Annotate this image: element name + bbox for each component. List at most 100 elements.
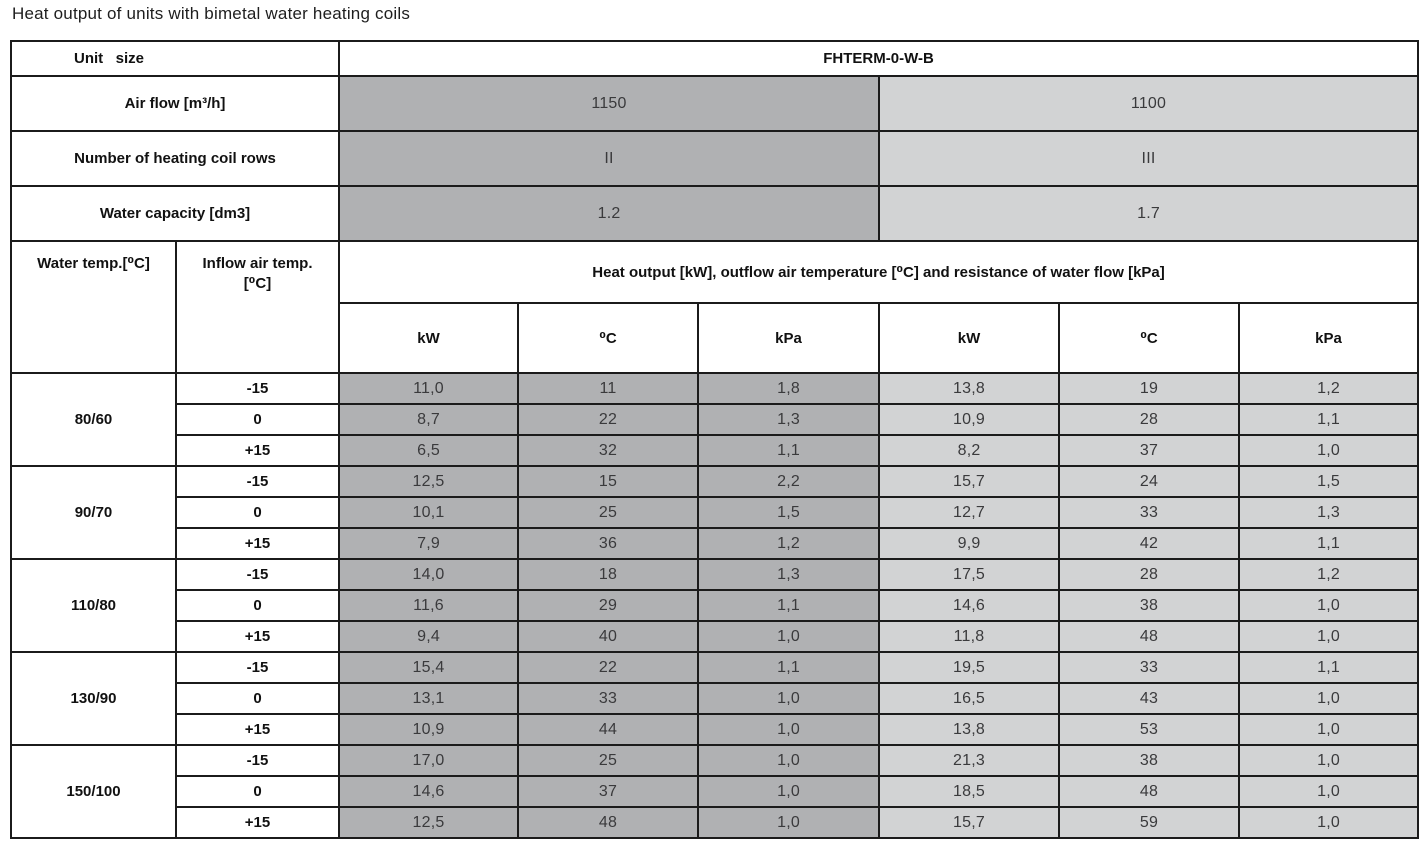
data-cell: 14,0: [338, 558, 520, 591]
air-flow-label: Air flow [m³/h]: [9, 75, 341, 132]
data-cell: 25: [517, 496, 700, 529]
data-cell: 48: [1058, 620, 1241, 653]
data-cell: 13,1: [338, 682, 520, 715]
inflow-temp-cell: 0: [174, 496, 341, 529]
water-temp-group-label: 110/80: [10, 558, 177, 653]
data-cell: 28: [1058, 403, 1241, 436]
unit-header-kpa-2: kPa: [1238, 302, 1420, 374]
inflow-temp-cell: 0: [174, 589, 341, 622]
unit-header-kpa-1: kPa: [697, 302, 881, 374]
data-cell: 16,5: [878, 682, 1061, 715]
page-title: Heat output of units with bimetal water …: [12, 4, 411, 23]
inflow-temp-cell: -15: [174, 465, 341, 498]
data-cell: 10,1: [338, 496, 520, 529]
data-cell: 1,5: [697, 496, 881, 529]
inflow-temp-cell: -15: [174, 558, 341, 591]
water-capacity-value-right: 1.7: [878, 185, 1420, 242]
data-cell: 40: [517, 620, 700, 653]
data-cell: 59: [1058, 806, 1241, 839]
data-cell: 10,9: [338, 713, 520, 746]
unit-size-row: Unit size FHTERM-0-W-B: [9, 40, 1420, 77]
data-cell: 24: [1058, 465, 1241, 498]
data-cell: 22: [517, 403, 700, 436]
unit-header-kw-2: kW: [878, 302, 1061, 374]
data-cell: 44: [517, 713, 700, 746]
water-temp-group-label: 90/70: [10, 465, 177, 560]
data-cell: 33: [517, 682, 700, 715]
data-cell: 21,3: [878, 744, 1061, 777]
data-cell: 28: [1058, 558, 1241, 591]
data-cell: 15,7: [878, 465, 1061, 498]
inflow-temp-cell: +15: [174, 713, 341, 746]
data-cell: 1,8: [697, 372, 881, 405]
data-cell: 9,4: [338, 620, 520, 653]
table-row: +15 6,5 32 1,1 8,2 37 1,0: [11, 434, 1420, 467]
table-row: 0 11,6 29 1,1 14,6 38 1,0: [11, 589, 1420, 622]
data-cell: 33: [1058, 496, 1241, 529]
data-cell: 1,3: [697, 558, 881, 591]
data-cell: 11,6: [338, 589, 520, 622]
table-row: 0 13,1 33 1,0 16,5 43 1,0: [11, 682, 1420, 715]
water-temp-group-label: 150/100: [10, 744, 177, 839]
inflow-header-line1: Inflow air temp.: [202, 255, 313, 272]
data-cell: 12,5: [338, 465, 520, 498]
data-cell: 1,0: [1238, 589, 1420, 622]
unit-model-value: FHTERM-0-W-B: [338, 40, 1420, 77]
water-capacity-row: Water capacity [dm3] 1.2 1.7: [9, 185, 1420, 242]
table-row: +15 7,9 36 1,2 9,9 42 1,1: [11, 527, 1420, 560]
air-flow-row: Air flow [m³/h] 1150 1100: [9, 75, 1420, 132]
data-cell: 17,0: [338, 744, 520, 777]
water-temp-group-label: 130/90: [10, 651, 177, 746]
table-row: 0 14,6 37 1,0 18,5 48 1,0: [11, 775, 1420, 808]
data-cell: 1,0: [1238, 744, 1420, 777]
data-cell: 1,0: [1238, 620, 1420, 653]
data-cell: 1,0: [1238, 434, 1420, 467]
data-cell: 1,2: [1238, 372, 1420, 405]
data-cell: 22: [517, 651, 700, 684]
inflow-temp-cell: -15: [174, 372, 341, 405]
data-cell: 48: [1058, 775, 1241, 808]
unit-header-row: kW ⁰C kPa kW ⁰C kPa: [11, 302, 1420, 374]
data-cell: 19,5: [878, 651, 1061, 684]
data-cell: 11,0: [338, 372, 520, 405]
data-cell: 12,5: [338, 806, 520, 839]
inflow-temp-cell: 0: [174, 682, 341, 715]
heat-output-table: Unit size FHTERM-0-W-B Air flow [m³/h] 1…: [9, 40, 1420, 839]
inflow-temp-cell: +15: [174, 527, 341, 560]
data-cell: 11,8: [878, 620, 1061, 653]
data-cell: 1,3: [1238, 496, 1420, 529]
data-cell: 1,0: [697, 775, 881, 808]
data-cell: 15,4: [338, 651, 520, 684]
data-cell: 1,1: [1238, 651, 1420, 684]
inflow-temp-cell: 0: [174, 775, 341, 808]
data-cell: 19: [1058, 372, 1241, 405]
unit-header-kw-1: kW: [338, 302, 520, 374]
table-row: 150/100 -15 17,0 25 1,0 21,3 38 1,0: [10, 744, 1420, 839]
data-cell: 48: [517, 806, 700, 839]
data-cell: 38: [1058, 744, 1241, 777]
section-header-row: Water temp.[⁰C] Inflow air temp. [⁰C] He…: [10, 240, 1420, 374]
water-temp-group-label: 80/60: [10, 372, 177, 467]
data-cell: 37: [1058, 434, 1241, 467]
data-cell: 1,0: [697, 620, 881, 653]
table-row: 130/90 -15 15,4 22 1,1 19,5 33 1,1: [10, 651, 1420, 746]
data-cell: 42: [1058, 527, 1241, 560]
coil-rows-label: Number of heating coil rows: [9, 130, 341, 187]
data-cell: 9,9: [878, 527, 1061, 560]
data-cell: 8,7: [338, 403, 520, 436]
data-cell: 17,5: [878, 558, 1061, 591]
data-cell: 43: [1058, 682, 1241, 715]
data-cell: 25: [517, 744, 700, 777]
data-cell: 1,2: [697, 527, 881, 560]
data-cell: 15,7: [878, 806, 1061, 839]
data-cell: 1,0: [697, 682, 881, 715]
inflow-temp-cell: +15: [174, 806, 341, 839]
data-cell: 7,9: [338, 527, 520, 560]
table-row: 110/80 -15 14,0 18 1,3 17,5 28 1,2: [10, 558, 1420, 653]
data-cell: 1,0: [697, 713, 881, 746]
unit-header-c-1: ⁰C: [517, 302, 700, 374]
coil-rows-value-left: II: [338, 130, 881, 187]
data-cell: 12,7: [878, 496, 1061, 529]
table-row: 0 10,1 25 1,5 12,7 33 1,3: [11, 496, 1420, 529]
unit-size-label: Unit size: [9, 40, 341, 77]
